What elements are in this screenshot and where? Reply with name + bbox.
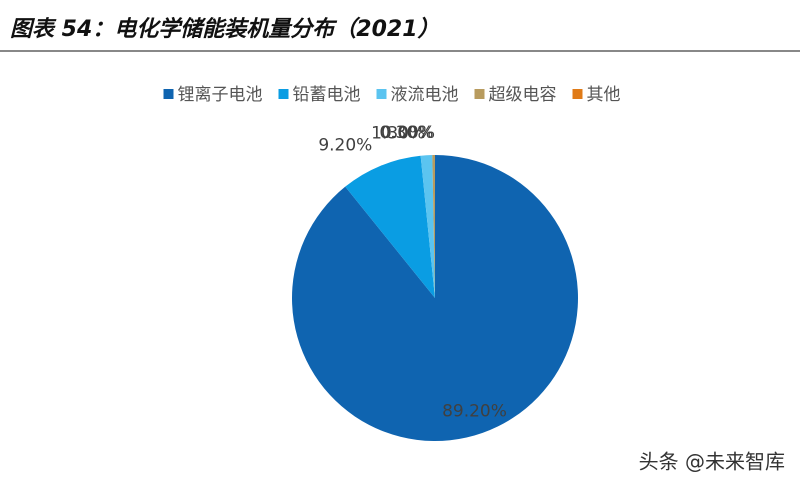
data-label: 0.30%	[379, 123, 433, 143]
legend-swatch	[474, 89, 485, 99]
legend-label: 铅蓄电池	[293, 85, 361, 105]
pie-slice	[345, 155, 435, 298]
pie-slice	[432, 155, 435, 298]
data-label: 0.00%	[381, 123, 435, 143]
legend-label: 其他	[587, 85, 621, 105]
data-label: 89.20%	[442, 402, 507, 422]
legend-swatch	[163, 89, 174, 99]
pie-slice	[420, 155, 435, 298]
data-label: 1.30%	[371, 123, 425, 143]
pie-slice	[292, 155, 579, 442]
legend-label: 超级电容	[489, 85, 557, 105]
legend-label: 锂离子电池	[178, 85, 263, 105]
legend-swatch	[278, 89, 289, 99]
chart-title: 图表 54：电化学储能装机量分布（2021）	[10, 16, 440, 42]
watermark: 头条 @未来智库	[639, 450, 785, 474]
data-label: 9.20%	[318, 135, 372, 155]
legend-label: 液流电池	[391, 85, 459, 105]
legend-swatch	[572, 89, 583, 99]
legend-swatch	[376, 89, 387, 99]
